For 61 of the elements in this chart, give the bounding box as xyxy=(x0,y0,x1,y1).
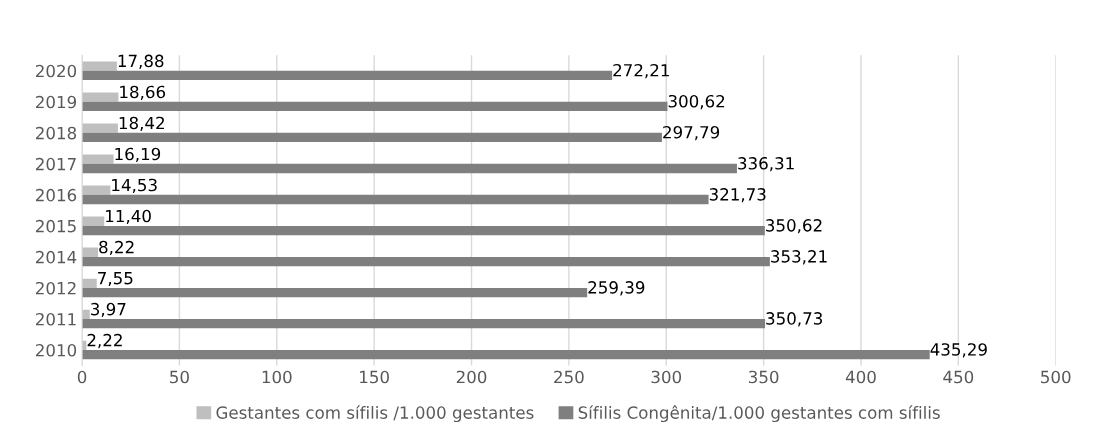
data-label: 18,42 xyxy=(119,116,164,131)
y-tick-label: 2016 xyxy=(35,188,77,202)
data-label: 297,79 xyxy=(663,125,720,141)
bar xyxy=(82,349,930,360)
bar xyxy=(82,92,119,102)
data-label: 300,62 xyxy=(668,94,725,110)
bar xyxy=(82,185,111,195)
bar xyxy=(82,225,765,236)
x-tick-label: 300 xyxy=(651,370,682,384)
data-label: 8,22 xyxy=(99,240,134,256)
y-tick-label: 2017 xyxy=(35,157,76,171)
bar xyxy=(82,132,662,143)
y-tick-label: 2012 xyxy=(35,281,76,295)
bar xyxy=(82,194,709,205)
data-label: 2,22 xyxy=(87,333,122,349)
data-label: 336,31 xyxy=(738,157,794,172)
data-label: 272,21 xyxy=(613,63,669,79)
data-label: 16,19 xyxy=(115,147,161,162)
y-tick-label: 2011 xyxy=(35,312,76,326)
y-tick-label: 2019 xyxy=(35,95,77,109)
x-tick-label: 450 xyxy=(943,370,974,384)
bar xyxy=(82,216,105,226)
data-label: 350,73 xyxy=(766,312,823,327)
y-tick-label: 2014 xyxy=(35,250,77,264)
x-tick-label: 150 xyxy=(360,370,389,384)
legend-label: Sífilis Congênita/1.000 gestantes com sífilis xyxy=(578,405,940,423)
bar xyxy=(82,123,118,133)
bar xyxy=(82,163,737,174)
data-label: 18,66 xyxy=(120,85,166,100)
x-tick-label: 200 xyxy=(456,370,487,384)
x-tick-label: 400 xyxy=(845,370,876,384)
bar xyxy=(82,101,668,112)
x-tick-label: 500 xyxy=(1041,370,1071,384)
data-label: 321,73 xyxy=(709,188,766,203)
x-tick-label: 100 xyxy=(262,370,292,384)
y-tick-label: 2020 xyxy=(35,64,77,78)
data-label: 3,97 xyxy=(91,302,126,318)
bar xyxy=(82,70,613,81)
bar xyxy=(82,247,99,257)
bar xyxy=(82,287,588,298)
data-label: 259,39 xyxy=(588,281,645,296)
data-label: 435,29 xyxy=(930,343,987,358)
data-label: 7,55 xyxy=(98,272,133,287)
bar xyxy=(82,278,97,288)
bar xyxy=(82,154,114,164)
x-tick-label: 0 xyxy=(77,370,87,384)
data-label: 350,62 xyxy=(766,219,822,234)
x-tick-label: 50 xyxy=(170,370,189,384)
legend-label: Gestantes com sífilis /1.000 gestantes xyxy=(216,405,534,423)
data-label: 11,40 xyxy=(106,209,151,225)
bar xyxy=(82,256,770,267)
y-tick-label: 2015 xyxy=(35,219,76,233)
bar xyxy=(82,318,766,329)
y-tick-label: 2010 xyxy=(35,343,77,357)
data-label: 17,88 xyxy=(118,54,164,69)
y-tick-label: 2018 xyxy=(35,126,77,140)
data-label: 14,53 xyxy=(112,178,157,194)
x-tick-label: 350 xyxy=(748,370,779,384)
bar xyxy=(82,61,117,71)
x-tick-label: 250 xyxy=(554,370,584,384)
data-label: 353,21 xyxy=(771,250,827,265)
